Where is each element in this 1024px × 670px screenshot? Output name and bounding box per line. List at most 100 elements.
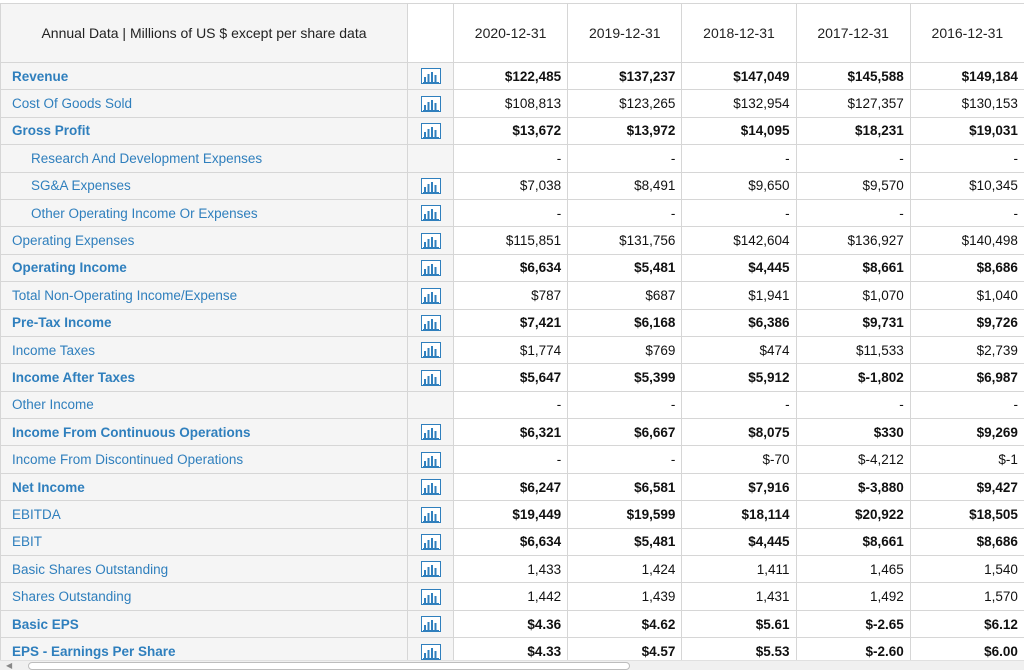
value-cell: $18,505 [910, 501, 1024, 528]
bar-chart-icon[interactable] [421, 260, 441, 276]
value-cell: $6,634 [454, 528, 568, 555]
value-cell: - [568, 199, 682, 226]
value-cell: $-4,212 [796, 446, 910, 473]
value-cell: $6,987 [910, 364, 1024, 391]
row-label-link[interactable]: Income After Taxes [1, 364, 408, 391]
bar-chart-icon[interactable] [421, 534, 441, 550]
bar-chart-icon[interactable] [421, 123, 441, 139]
value-cell: - [682, 391, 796, 418]
value-cell: $108,813 [454, 90, 568, 117]
row-label-link[interactable]: Net Income [1, 473, 408, 500]
row-label-link[interactable]: Research And Development Expenses [1, 145, 408, 172]
year-header[interactable]: 2018-12-31 [682, 4, 796, 63]
value-cell: $20,922 [796, 501, 910, 528]
value-cell: $474 [682, 336, 796, 363]
bar-chart-icon[interactable] [421, 288, 441, 304]
row-label-link[interactable]: Shares Outstanding [1, 583, 408, 610]
value-cell: $6.12 [910, 610, 1024, 637]
value-cell: 1,570 [910, 583, 1024, 610]
chart-icon-cell [408, 501, 454, 528]
row-label-link[interactable]: Income From Discontinued Operations [1, 446, 408, 473]
table-row: Income Taxes$1,774$769$474$11,533$2,739 [1, 336, 1024, 363]
value-cell: - [682, 199, 796, 226]
row-label-link[interactable]: Revenue [1, 63, 408, 90]
year-header[interactable]: 2016-12-31 [910, 4, 1024, 63]
value-cell: $127,357 [796, 90, 910, 117]
value-cell: $5,912 [682, 364, 796, 391]
value-cell: $5,399 [568, 364, 682, 391]
value-cell: 1,424 [568, 556, 682, 583]
value-cell: $5,647 [454, 364, 568, 391]
bar-chart-icon[interactable] [421, 178, 441, 194]
chart-icon-cell [408, 446, 454, 473]
value-cell: $115,851 [454, 227, 568, 254]
bar-chart-icon[interactable] [421, 507, 441, 523]
table-row: Income From Discontinued Operations--$-7… [1, 446, 1024, 473]
value-cell: $769 [568, 336, 682, 363]
chart-icon-cell [408, 556, 454, 583]
value-cell: $5,481 [568, 254, 682, 281]
header-icon-column [408, 4, 454, 63]
bar-chart-icon[interactable] [421, 68, 441, 84]
row-label-link[interactable]: EBIT [1, 528, 408, 555]
chart-icon-cell [408, 473, 454, 500]
value-cell: - [568, 145, 682, 172]
row-label-link[interactable]: Other Operating Income Or Expenses [1, 199, 408, 226]
value-cell: $18,231 [796, 117, 910, 144]
bar-chart-icon[interactable] [421, 342, 441, 358]
table-row: Other Income----- [1, 391, 1024, 418]
bar-chart-icon[interactable] [421, 233, 441, 249]
year-header[interactable]: 2017-12-31 [796, 4, 910, 63]
row-label-link[interactable]: Income Taxes [1, 336, 408, 363]
bar-chart-icon[interactable] [421, 315, 441, 331]
value-cell: - [454, 446, 568, 473]
table-header-label: Annual Data | Millions of US $ except pe… [1, 4, 408, 63]
bar-chart-icon[interactable] [421, 205, 441, 221]
value-cell: $1,774 [454, 336, 568, 363]
row-label-link[interactable]: SG&A Expenses [1, 172, 408, 199]
year-header[interactable]: 2020-12-31 [454, 4, 568, 63]
value-cell: $687 [568, 282, 682, 309]
row-label-link[interactable]: Total Non-Operating Income/Expense [1, 282, 408, 309]
row-label-link[interactable]: Gross Profit [1, 117, 408, 144]
row-label-link[interactable]: Cost Of Goods Sold [1, 90, 408, 117]
bar-chart-icon[interactable] [421, 424, 441, 440]
chart-icon-cell [408, 336, 454, 363]
value-cell: $19,031 [910, 117, 1024, 144]
chart-icon-cell [408, 145, 454, 172]
row-label-link[interactable]: Other Income [1, 391, 408, 418]
value-cell: $-3,880 [796, 473, 910, 500]
bar-chart-icon[interactable] [421, 96, 441, 112]
bar-chart-icon[interactable] [421, 479, 441, 495]
value-cell: $9,427 [910, 473, 1024, 500]
value-cell: $6,667 [568, 419, 682, 446]
bar-chart-icon[interactable] [421, 370, 441, 386]
bar-chart-icon[interactable] [421, 452, 441, 468]
row-label-link[interactable]: Operating Expenses [1, 227, 408, 254]
value-cell: $2,739 [910, 336, 1024, 363]
row-label-link[interactable]: Pre-Tax Income [1, 309, 408, 336]
value-cell: $7,916 [682, 473, 796, 500]
row-label-link[interactable]: Basic EPS [1, 610, 408, 637]
row-label-link[interactable]: EBITDA [1, 501, 408, 528]
value-cell: 1,540 [910, 556, 1024, 583]
bar-chart-icon[interactable] [421, 616, 441, 632]
bar-chart-icon[interactable] [421, 644, 441, 660]
table-row: EBIT$6,634$5,481$4,445$8,661$8,686 [1, 528, 1024, 555]
row-label-link[interactable]: Basic Shares Outstanding [1, 556, 408, 583]
value-cell: $122,485 [454, 63, 568, 90]
year-header[interactable]: 2019-12-31 [568, 4, 682, 63]
chart-icon-cell [408, 391, 454, 418]
table-row: Operating Income$6,634$5,481$4,445$8,661… [1, 254, 1024, 281]
value-cell: $19,449 [454, 501, 568, 528]
row-label-link[interactable]: Income From Continuous Operations [1, 419, 408, 446]
value-cell: 1,442 [454, 583, 568, 610]
value-cell: $8,661 [796, 528, 910, 555]
bar-chart-icon[interactable] [421, 589, 441, 605]
value-cell: $-2.65 [796, 610, 910, 637]
value-cell: $4,445 [682, 528, 796, 555]
table-row: Net Income$6,247$6,581$7,916$-3,880$9,42… [1, 473, 1024, 500]
bar-chart-icon[interactable] [421, 561, 441, 577]
row-label-link[interactable]: Operating Income [1, 254, 408, 281]
